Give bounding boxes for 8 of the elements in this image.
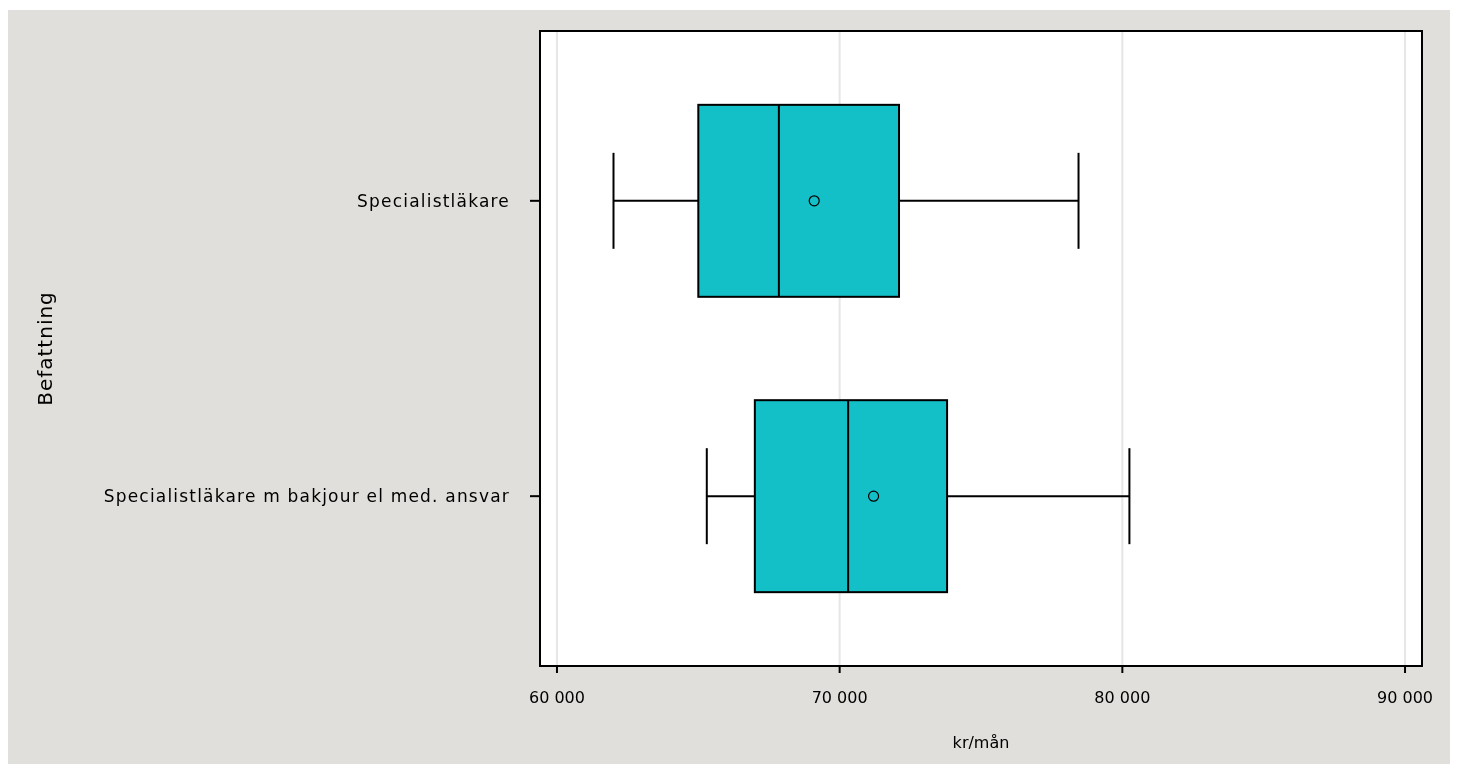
- x-tick-label: 80 000: [1094, 688, 1151, 707]
- x-axis-title: kr/mån: [952, 733, 1010, 752]
- x-tick-label: 70 000: [811, 688, 868, 707]
- y-axis-title: Befattning: [33, 291, 57, 406]
- y-tick-label: Specialistläkare m bakjour el med. ansvar: [103, 486, 510, 507]
- x-tick-label: 90 000: [1377, 688, 1434, 707]
- x-tick-label: 60 000: [528, 688, 585, 707]
- y-tick-label: Specialistläkare: [357, 190, 510, 211]
